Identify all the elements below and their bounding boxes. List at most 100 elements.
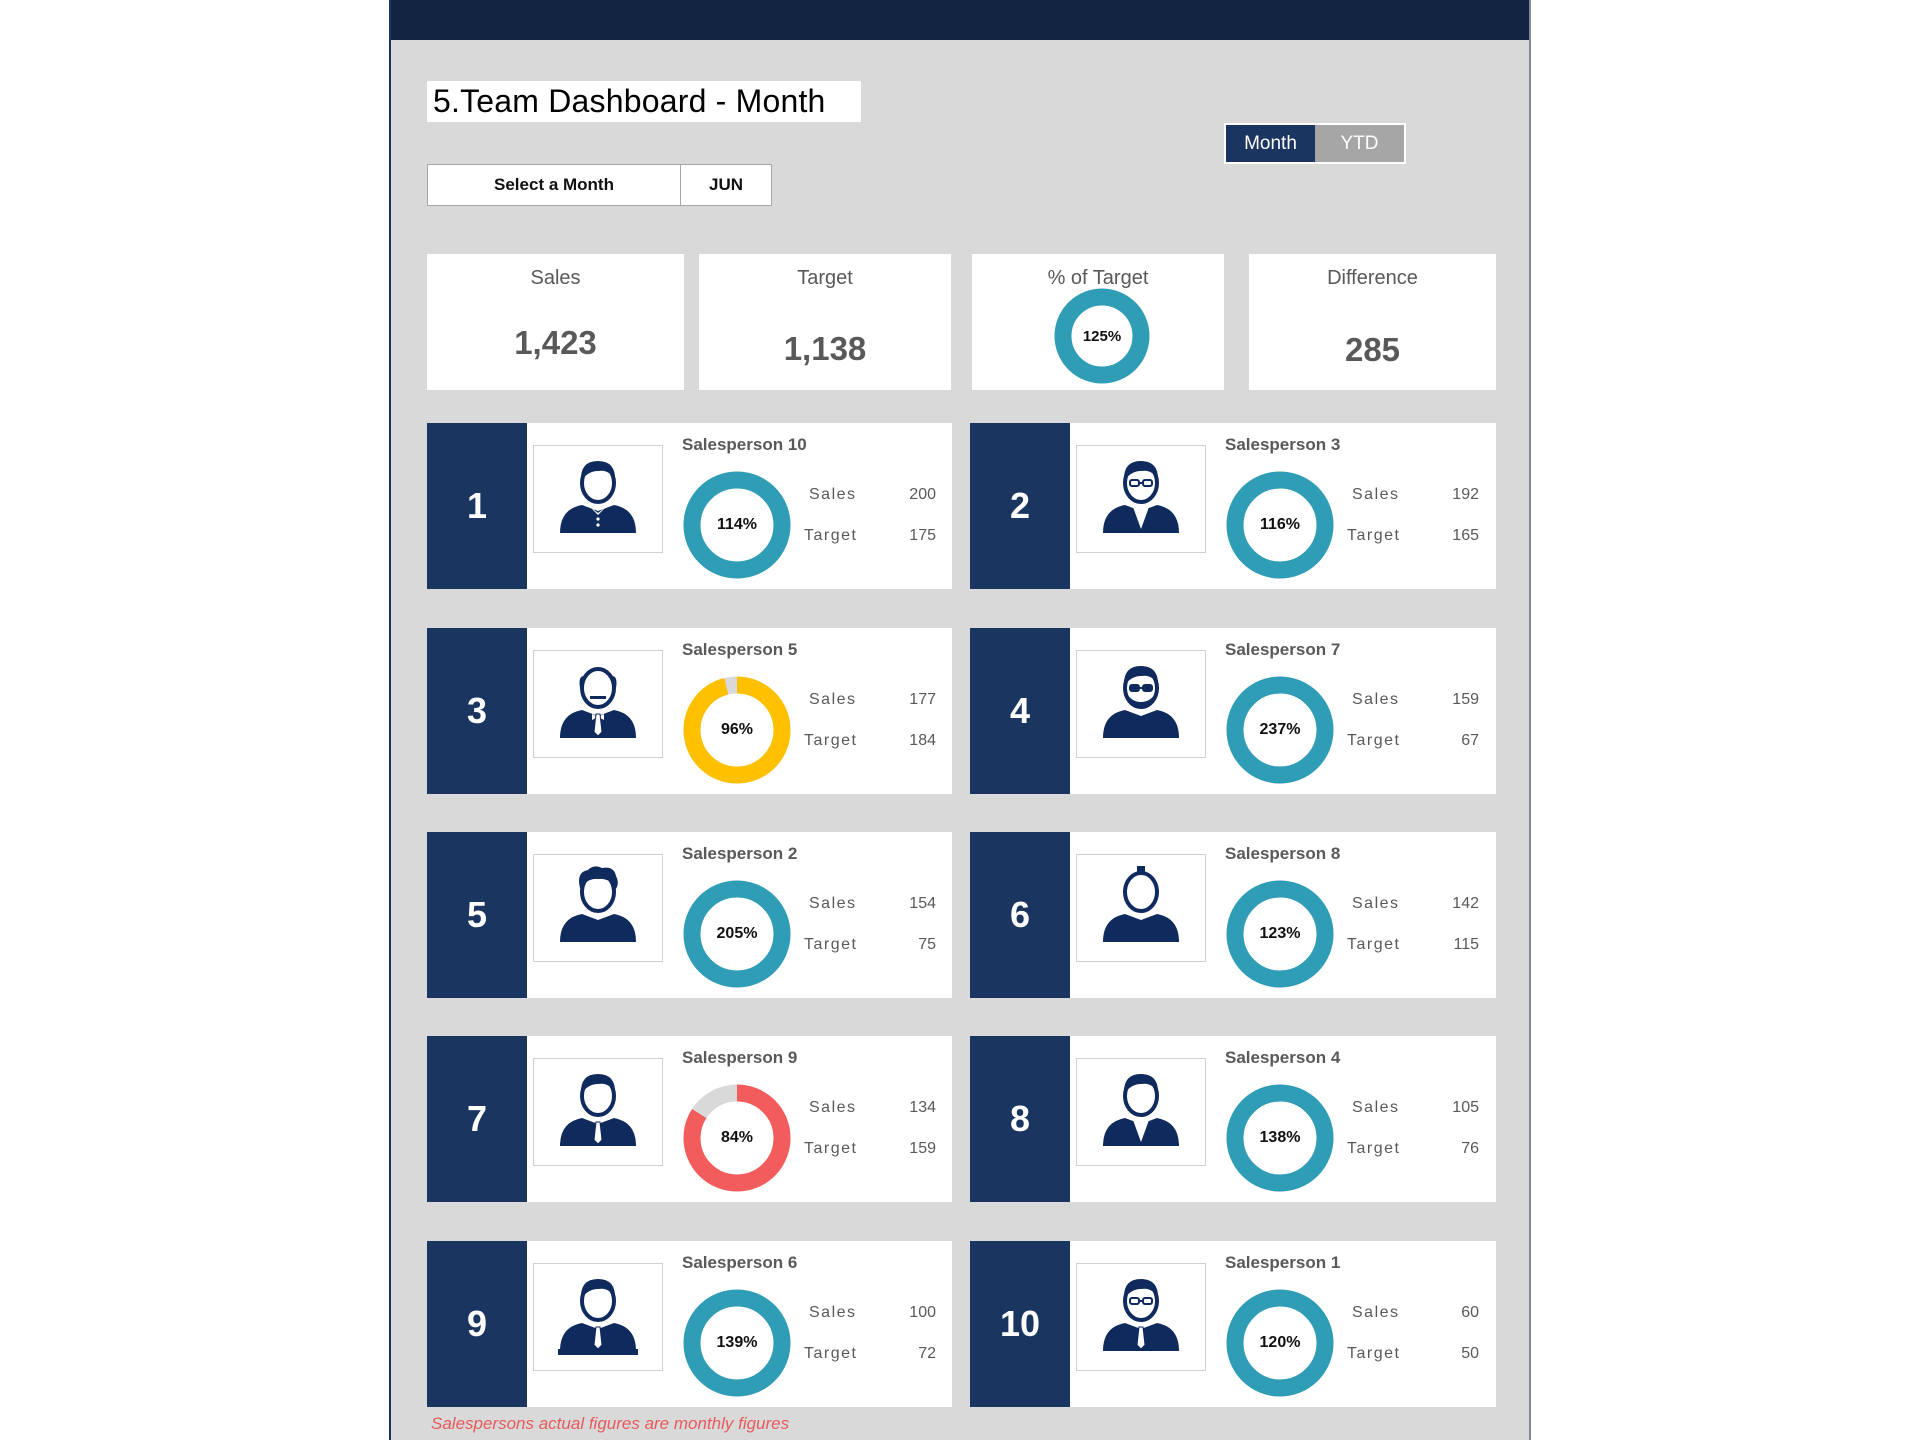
achievement-donut-chart: 205% (683, 880, 791, 988)
month-selector-value[interactable]: JUN (681, 164, 772, 206)
target-value: 72 (918, 1345, 936, 1362)
salesperson-card: 3 Salesperson 5 96% Sales 177 Target 184 (427, 628, 952, 794)
page-title: 5.Team Dashboard - Month (427, 81, 861, 122)
person-collared-shirt-icon (550, 453, 646, 546)
avatar (533, 1058, 663, 1166)
kpi-value: 1,423 (514, 324, 597, 361)
sales-value: 60 (1461, 1304, 1479, 1321)
target-label: Target (804, 936, 858, 953)
salesperson-name: Salesperson 1 (1225, 1253, 1341, 1272)
target-value: 175 (909, 527, 936, 544)
target-label: Target (1347, 1345, 1401, 1362)
kpi-label: Sales (530, 267, 581, 289)
salesperson-name: Salesperson 8 (1225, 844, 1341, 863)
person-beard-sunglasses-icon (1093, 658, 1189, 751)
sales-value: 159 (1452, 691, 1479, 708)
salesperson-card: 10 Salesperson 1 120% Sales 60 Target 50 (970, 1241, 1496, 1407)
view-toggle: Month YTD (1224, 123, 1406, 164)
achievement-donut-chart: 120% (1226, 1289, 1334, 1397)
target-value: 165 (1452, 527, 1479, 544)
donut-ring (1054, 288, 1150, 384)
salesperson-card: 1 Salesperson 10 114% Sales 200 Target 1… (427, 423, 952, 589)
target-label: Target (1347, 732, 1401, 749)
sales-value: 154 (909, 895, 936, 912)
target-value: 159 (909, 1140, 936, 1157)
avatar (1076, 1058, 1206, 1166)
achievement-donut-chart: 138% (1226, 1084, 1334, 1192)
person-bald-bowtie-icon (550, 658, 646, 751)
sales-value: 142 (1452, 895, 1479, 912)
sales-label: Sales (1352, 895, 1400, 912)
salesperson-card: 4 Salesperson 7 237% Sales 159 Target 67 (970, 628, 1496, 794)
toggle-ytd-button[interactable]: YTD (1315, 125, 1404, 162)
top-header-bar (391, 0, 1529, 40)
rank-badge: 2 (970, 423, 1070, 589)
avatar (533, 445, 663, 553)
target-value: 75 (918, 936, 936, 953)
person-mohawk-icon (1093, 862, 1189, 955)
achievement-donut-chart: 84% (683, 1084, 791, 1192)
achievement-donut-chart: 123% (1226, 880, 1334, 988)
salesperson-name: Salesperson 6 (682, 1253, 798, 1272)
rank-badge: 10 (970, 1241, 1070, 1407)
sales-label: Sales (809, 1304, 857, 1321)
donut-label: 116% (1259, 516, 1301, 533)
sales-value: 200 (909, 486, 936, 503)
target-value: 184 (909, 732, 936, 749)
sales-label: Sales (809, 895, 857, 912)
sales-value: 105 (1452, 1099, 1479, 1116)
avatar (533, 854, 663, 962)
kpi-card-target: Target 1,138 (699, 254, 951, 390)
target-label: Target (1347, 1140, 1401, 1157)
target-label: Target (804, 527, 858, 544)
kpi-label: Target (797, 267, 853, 289)
footnote: Salespersons actual figures are monthly … (431, 1414, 790, 1433)
rank-badge: 7 (427, 1036, 527, 1202)
sales-value: 100 (909, 1304, 936, 1321)
sales-value: 177 (909, 691, 936, 708)
donut-label: 123% (1259, 925, 1301, 942)
salesperson-card: 8 Salesperson 4 138% Sales 105 Target 76 (970, 1036, 1496, 1202)
donut-label: 139% (716, 1334, 758, 1351)
sales-value: 134 (909, 1099, 936, 1116)
kpi-label: Difference (1327, 267, 1418, 289)
avatar (1076, 1263, 1206, 1371)
achievement-donut-chart: 237% (1226, 676, 1334, 784)
avatar (1076, 445, 1206, 553)
kpi-value: 1,138 (783, 330, 867, 367)
month-selector[interactable]: Select a Month JUN (427, 164, 772, 206)
sales-label: Sales (809, 1099, 857, 1116)
achievement-donut-chart: 96% (683, 676, 791, 784)
target-value: 50 (1461, 1345, 1479, 1362)
salesperson-name: Salesperson 2 (682, 844, 798, 863)
salesperson-card: 9 Salesperson 6 139% Sales 100 Target 72 (427, 1241, 952, 1407)
kpi-card-sales: Sales 1,423 (427, 254, 684, 390)
rank-badge: 1 (427, 423, 527, 589)
kpi-card-difference: Difference 285 (1249, 254, 1496, 390)
person-glasses-tie-icon (1093, 1271, 1189, 1364)
sales-label: Sales (1352, 1304, 1400, 1321)
target-label: Target (1347, 936, 1401, 953)
kpi-card-pct-target: % of Target 125% (972, 254, 1224, 390)
salesperson-card: 7 Salesperson 9 84% Sales 134 Target 159 (427, 1036, 952, 1202)
rank-badge: 8 (970, 1036, 1070, 1202)
dashboard-panel: 5.Team Dashboard - Month Select a Month … (389, 0, 1531, 1440)
target-label: Target (804, 1345, 858, 1362)
target-value: 115 (1453, 936, 1479, 953)
achievement-donut-chart: 139% (683, 1289, 791, 1397)
sales-label: Sales (1352, 486, 1400, 503)
target-value: 76 (1461, 1140, 1479, 1157)
donut-label: 84% (720, 1129, 754, 1146)
person-desk-tie-icon (550, 1271, 646, 1364)
avatar (533, 650, 663, 758)
target-label: Target (1347, 527, 1401, 544)
kpi-value: 285 (1344, 331, 1401, 368)
avatar (1076, 854, 1206, 962)
toggle-month-button[interactable]: Month (1226, 125, 1315, 162)
donut-label: 114% (716, 516, 758, 533)
sales-value: 192 (1452, 486, 1479, 503)
month-selector-label: Select a Month (427, 164, 681, 206)
donut-label: 120% (1259, 1334, 1301, 1351)
sales-label: Sales (1352, 691, 1400, 708)
donut-label: 96% (720, 721, 754, 738)
